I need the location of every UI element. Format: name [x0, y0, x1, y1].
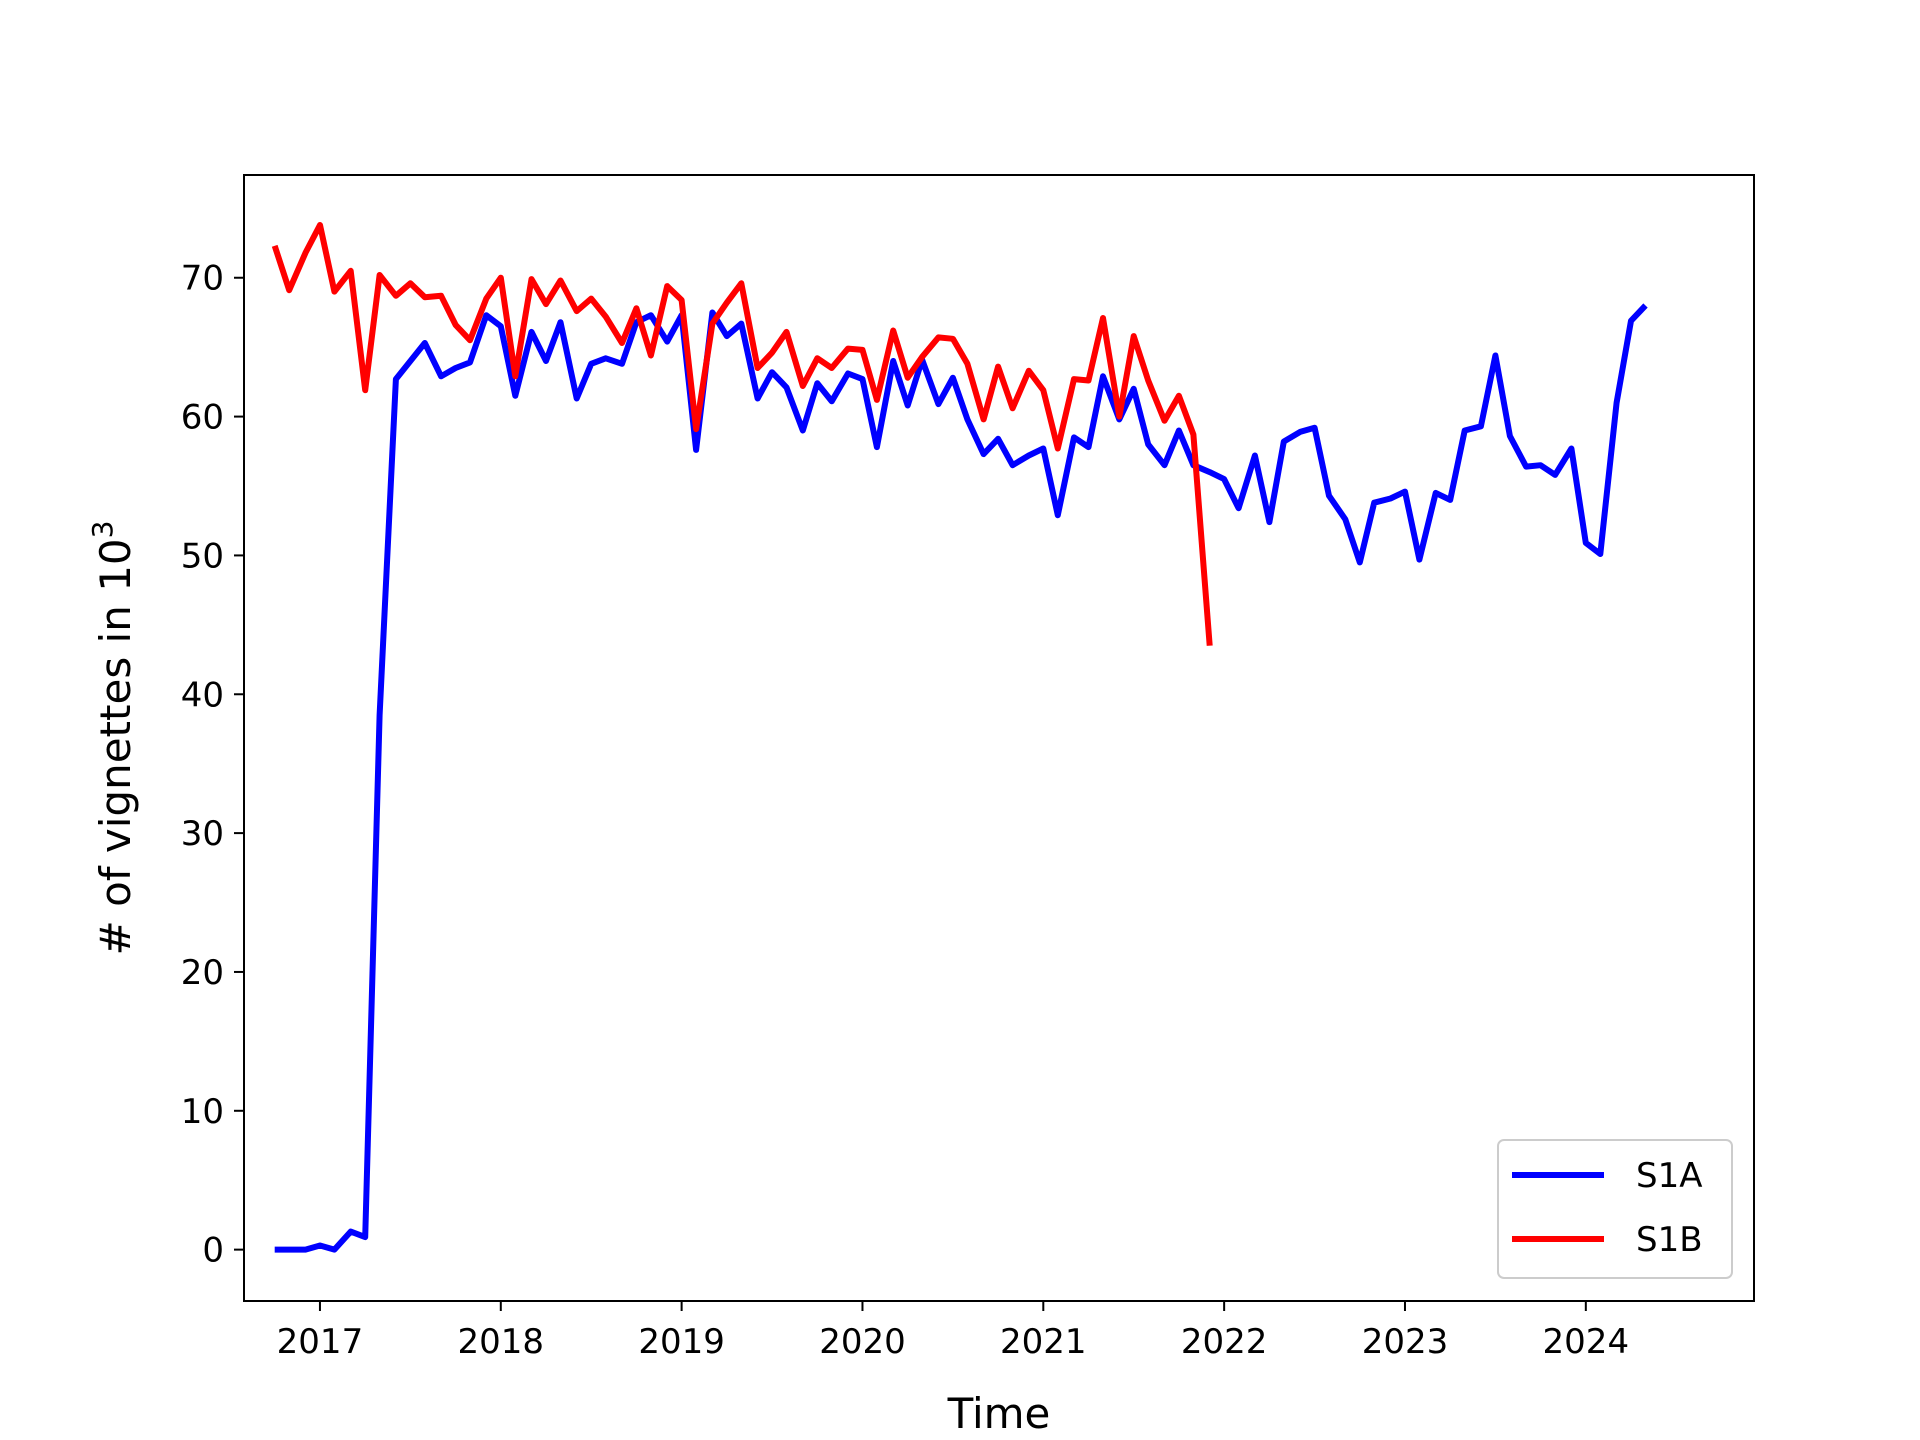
- y-tick-label: 60: [181, 398, 224, 438]
- plot-frame: [243, 174, 1755, 1302]
- y-tick-label: 10: [181, 1092, 224, 1132]
- x-tick-label: 2023: [1362, 1322, 1449, 1362]
- y-axis-title-exponent: 3: [86, 521, 119, 539]
- y-tick-label: 40: [181, 675, 224, 715]
- x-tick-label: 2018: [458, 1322, 545, 1362]
- y-tick-label: 30: [181, 814, 224, 854]
- x-tick-label: 2021: [1000, 1322, 1087, 1362]
- y-tick-label: 20: [181, 953, 224, 993]
- x-tick-label: 2020: [819, 1322, 906, 1362]
- series-line-s1b: [271, 222, 1213, 646]
- y-axis-title-main: # of vignettes in 10: [91, 538, 140, 955]
- x-axis-title: Time: [947, 1389, 1051, 1438]
- legend: S1A S1B: [1497, 1139, 1733, 1279]
- y-tick-label: 70: [181, 259, 224, 299]
- legend-label-s1a: S1A: [1636, 1156, 1702, 1196]
- y-tick-label: 50: [181, 536, 224, 576]
- legend-label-s1b: S1B: [1636, 1220, 1703, 1260]
- x-tick-label: 2017: [277, 1322, 364, 1362]
- x-axis-ticks: 2017 2018 2019 2020 2021 2022 2023 2024: [277, 1301, 1629, 1362]
- y-axis-title: # of vignettes in 103: [86, 521, 140, 956]
- x-tick-label: 2022: [1181, 1322, 1268, 1362]
- x-tick-label: 2019: [638, 1322, 725, 1362]
- series-lines: [271, 222, 1648, 1253]
- y-axis-ticks: 0 10 20 30 40 50 60 70: [181, 259, 244, 1271]
- y-tick-label: 0: [202, 1231, 224, 1271]
- x-tick-label: 2024: [1543, 1322, 1630, 1362]
- series-line-s1a: [274, 303, 1648, 1253]
